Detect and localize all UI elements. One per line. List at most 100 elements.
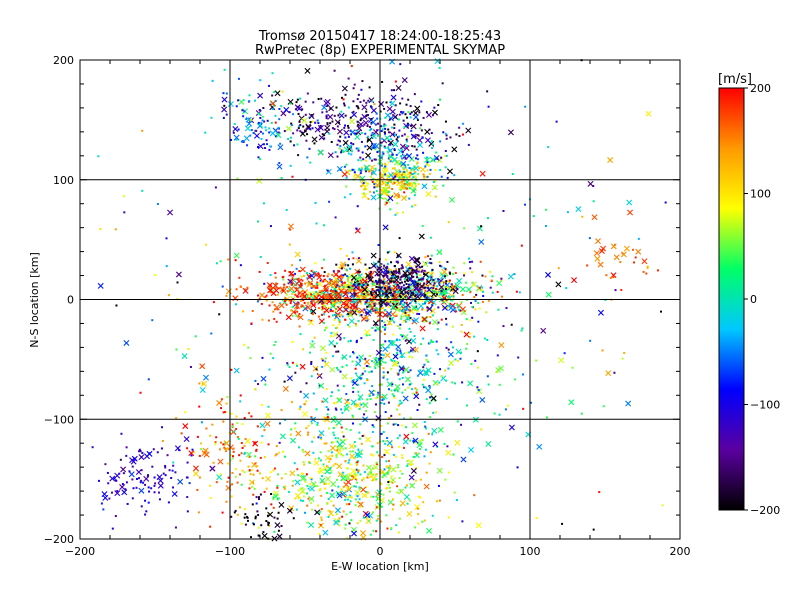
scatter-point <box>457 308 460 311</box>
scatter-point <box>274 287 277 290</box>
scatter-point <box>289 509 292 512</box>
scatter-point <box>397 531 400 534</box>
scatter-point <box>334 407 337 410</box>
scatter-point <box>376 180 379 183</box>
scatter-point <box>344 291 347 294</box>
scatter-point-cross <box>192 465 199 472</box>
scatter-point <box>385 299 388 302</box>
scatter-point-cross <box>414 293 421 300</box>
scatter-point <box>368 125 371 128</box>
scatter-point <box>297 489 300 492</box>
scatter-point <box>352 87 355 90</box>
scatter-point <box>260 441 263 444</box>
scatter-point <box>277 511 280 514</box>
scatter-point <box>410 111 413 114</box>
scatter-point <box>428 322 431 325</box>
scatter-point <box>357 448 360 451</box>
scatter-point <box>355 404 358 407</box>
scatter-point <box>381 151 384 154</box>
scatter-point <box>477 366 480 369</box>
scatter-point <box>366 168 369 171</box>
scatter-point <box>368 393 371 396</box>
scatter-point <box>522 373 525 376</box>
scatter-point <box>370 118 373 121</box>
scatter-point <box>390 358 393 361</box>
scatter-point <box>338 293 341 296</box>
scatter-point <box>390 475 393 478</box>
scatter-point <box>318 384 321 387</box>
scatter-point <box>371 289 374 292</box>
scatter-point <box>446 260 449 263</box>
scatter-point <box>357 286 360 289</box>
scatter-point <box>310 319 313 322</box>
scatter-point <box>545 416 548 419</box>
scatter-point <box>335 454 338 457</box>
scatter-point <box>198 382 201 385</box>
scatter-point <box>330 395 333 398</box>
scatter-point <box>388 464 391 467</box>
scatter-point <box>344 527 347 530</box>
scatter-point <box>344 460 347 463</box>
scatter-point <box>401 456 404 459</box>
scatter-point-cross <box>248 479 255 486</box>
scatter-point <box>378 169 381 172</box>
scatter-point <box>306 294 309 297</box>
scatter-point <box>274 135 277 138</box>
scatter-point <box>319 124 322 127</box>
scatter-point <box>139 391 142 394</box>
scatter-point <box>430 393 433 396</box>
scatter-point <box>344 523 347 526</box>
scatter-point-cross <box>408 255 415 262</box>
scatter-point <box>318 125 321 128</box>
scatter-point <box>425 354 428 357</box>
scatter-point <box>402 310 405 313</box>
scatter-point-cross <box>338 112 345 119</box>
scatter-point <box>373 290 376 293</box>
scatter-point <box>382 174 385 177</box>
scatter-point <box>414 204 417 207</box>
scatter-point <box>383 474 386 477</box>
scatter-point <box>396 184 399 187</box>
scatter-point <box>301 279 304 282</box>
scatter-point <box>243 417 246 420</box>
scatter-point <box>267 443 270 446</box>
scatter-point <box>316 119 319 122</box>
scatter-point <box>186 447 189 450</box>
scatter-point-cross <box>335 332 342 339</box>
x-tick-label: 200 <box>670 545 691 558</box>
scatter-point <box>429 168 432 171</box>
scatter-point <box>383 278 386 281</box>
scatter-point <box>276 517 279 520</box>
scatter-point-cross <box>287 278 294 285</box>
scatter-point <box>284 300 287 303</box>
scatter-point <box>398 517 401 520</box>
scatter-point <box>298 446 301 449</box>
scatter-point-cross <box>558 357 565 364</box>
scatter-point <box>326 123 329 126</box>
scatter-point <box>383 107 386 110</box>
scatter-point <box>399 278 402 281</box>
scatter-point <box>259 116 262 119</box>
scatter-point <box>298 325 301 328</box>
scatter-point-cross <box>304 450 311 457</box>
scatter-point <box>401 472 404 475</box>
scatter-point <box>268 127 271 130</box>
scatter-point <box>393 396 396 399</box>
scatter-point <box>443 154 446 157</box>
scatter-point <box>142 481 145 484</box>
scatter-point <box>357 107 360 110</box>
scatter-point <box>413 175 416 178</box>
scatter-point <box>318 512 321 515</box>
scatter-point <box>393 181 396 184</box>
scatter-point <box>377 393 380 396</box>
scatter-point <box>465 281 468 284</box>
scatter-point <box>392 333 395 336</box>
scatter-point <box>399 186 402 189</box>
scatter-point <box>387 139 390 142</box>
scatter-point <box>284 269 287 272</box>
scatter-point <box>244 438 247 441</box>
scatter-point <box>410 266 413 269</box>
scatter-point-cross <box>295 430 302 437</box>
scatter-point <box>409 174 412 177</box>
scatter-point <box>462 122 465 125</box>
